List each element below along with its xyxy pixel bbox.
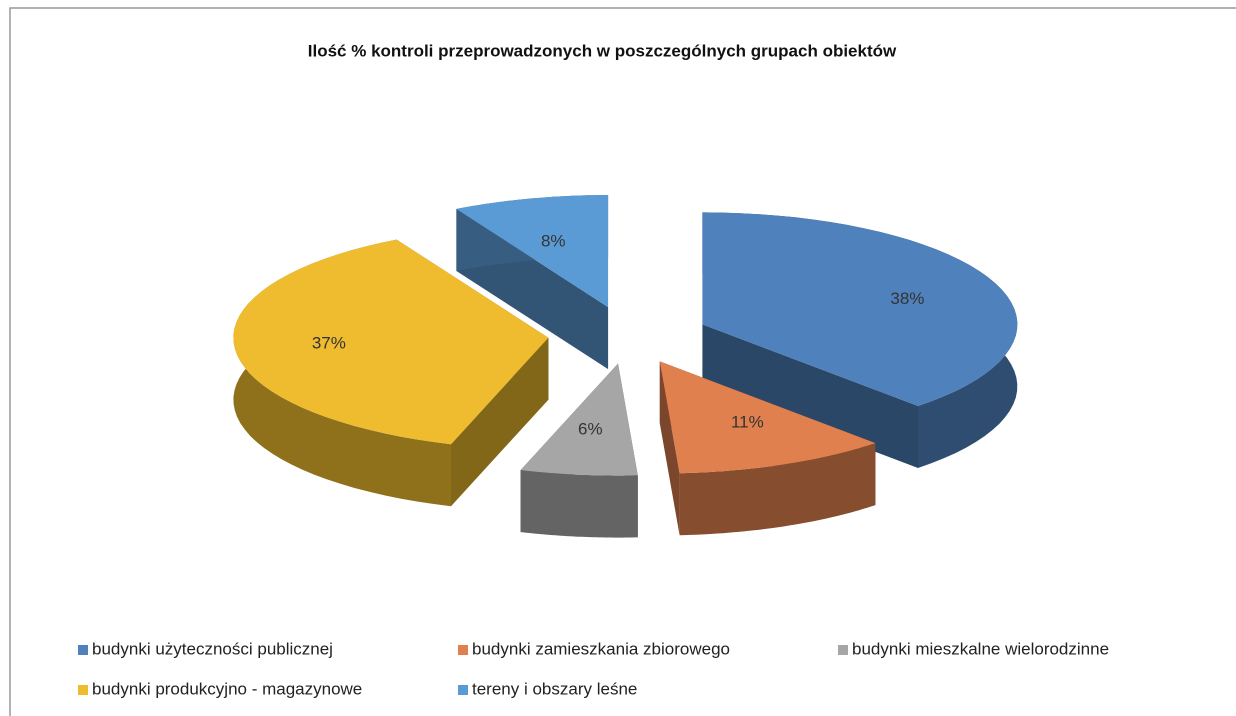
legend: budynki użyteczności publicznej budynki z… — [78, 639, 1109, 698]
data-label: 8% — [541, 232, 566, 251]
slice-top — [456, 195, 609, 308]
pie: 8% 38% 37% 11% 6% — [233, 195, 1018, 538]
pie-slice — [702, 212, 1018, 468]
legend-swatch — [458, 645, 468, 655]
slice-top — [233, 239, 549, 445]
legend-label: tereny i obszary leśne — [472, 679, 637, 698]
legend-swatch — [78, 645, 88, 655]
data-label: 38% — [890, 289, 924, 308]
pie-slice — [659, 361, 876, 536]
legend-label: budynki użyteczności publicznej — [92, 639, 333, 658]
data-label: 6% — [578, 420, 603, 439]
data-label: 11% — [731, 413, 764, 432]
slice-wall — [659, 361, 680, 536]
legend-swatch — [78, 685, 88, 695]
chart-title: Ilość % kontroli przeprowadzonych w posz… — [308, 41, 897, 60]
legend-label: budynki mieszkalne wielorodzinne — [852, 639, 1109, 658]
legend-swatch — [458, 685, 468, 695]
pie-slice — [233, 239, 549, 507]
slice-top — [659, 361, 876, 474]
pie-slice — [456, 195, 609, 370]
slice-side — [679, 443, 876, 536]
slice-top — [520, 363, 638, 476]
legend-label: budynki zamieszkania zbiorowego — [472, 639, 730, 658]
chart-frame — [9, 7, 1236, 716]
slice-wall — [702, 324, 918, 468]
pie-slice — [520, 363, 638, 538]
slice-side — [520, 470, 638, 538]
data-label: 37% — [312, 334, 346, 353]
legend-swatch — [838, 645, 848, 655]
slice-top — [702, 212, 1018, 406]
legend-label: budynki produkcyjno - magazynowe — [92, 679, 362, 698]
